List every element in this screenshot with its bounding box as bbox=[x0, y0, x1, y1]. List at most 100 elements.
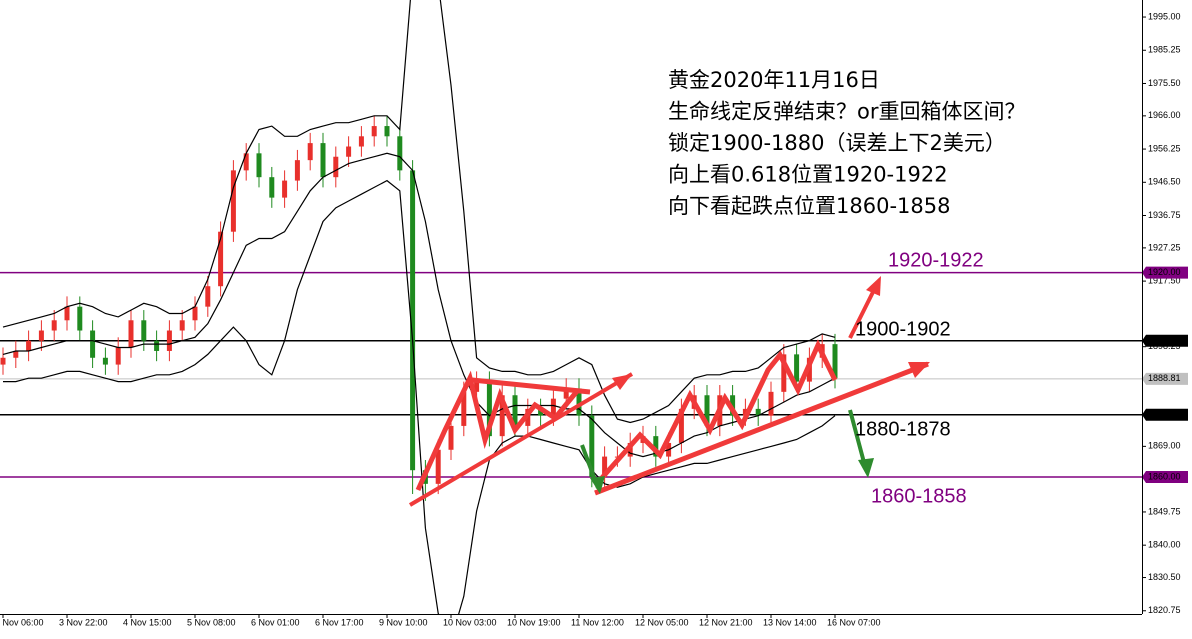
y-tick-label: 1985.25 bbox=[1148, 45, 1181, 55]
candle-body bbox=[205, 286, 211, 307]
candle-body bbox=[179, 320, 185, 331]
candle-body bbox=[486, 381, 492, 437]
x-tick-label: 13 Nov 14:00 bbox=[763, 617, 817, 627]
zigzag bbox=[471, 377, 591, 395]
candle-body bbox=[499, 395, 505, 437]
candle-body bbox=[320, 143, 326, 178]
y-tick-label: 1820.75 bbox=[1148, 605, 1181, 615]
range-label: 1900-1902 bbox=[855, 318, 951, 340]
y-tick-label: 1830.50 bbox=[1148, 572, 1181, 582]
level-tag bbox=[1142, 372, 1188, 385]
candle-body bbox=[64, 306, 70, 321]
y-tick-label: 1840.00 bbox=[1148, 540, 1181, 550]
y-tick-label: 1936.75 bbox=[1148, 210, 1181, 220]
arrow-head bbox=[908, 362, 930, 378]
y-tick-label: 1849.75 bbox=[1148, 506, 1181, 516]
candle-body bbox=[653, 436, 659, 457]
y-tick-label: 1869.00 bbox=[1148, 441, 1181, 451]
level-label: 1920.00 bbox=[1148, 267, 1181, 277]
annotation-line: 锁定1900-1880（误差上下2美元） bbox=[668, 131, 1006, 155]
bollinger-band bbox=[2, 152, 836, 458]
arrow-head bbox=[858, 458, 874, 478]
y-tick-label: 1927.25 bbox=[1148, 242, 1181, 252]
level-label: 1900.00 bbox=[1148, 335, 1181, 345]
candle-body bbox=[0, 357, 6, 365]
candle-body bbox=[218, 231, 224, 287]
annotation-line: 向上看0.618位置1920-1922 bbox=[668, 163, 948, 187]
x-tick-label: 12 Nov 05:00 bbox=[635, 617, 689, 627]
candle-body bbox=[435, 449, 441, 484]
candle-body bbox=[102, 357, 108, 365]
candle-body bbox=[269, 177, 275, 198]
x-tick-label: 12 Nov 21:00 bbox=[699, 617, 753, 627]
y-tick-label: 1966.00 bbox=[1148, 110, 1181, 120]
candle-body bbox=[768, 391, 774, 416]
plot-area bbox=[0, 0, 1142, 614]
y-tick-label: 1975.50 bbox=[1148, 78, 1181, 88]
candle-body bbox=[77, 306, 83, 331]
candle-body bbox=[256, 153, 262, 178]
candle-body bbox=[794, 354, 800, 382]
range-label: 1860-1858 bbox=[871, 485, 967, 507]
y-tick-label: 1917.50 bbox=[1148, 275, 1181, 285]
level-tag bbox=[1142, 266, 1188, 279]
candle-body bbox=[448, 425, 454, 450]
x-tick-label: 3 Nov 22:00 bbox=[59, 617, 108, 627]
zigzag bbox=[415, 370, 580, 492]
candle-body bbox=[128, 320, 134, 348]
candle-body bbox=[755, 408, 761, 416]
candle-body bbox=[832, 344, 838, 379]
y-tick-label: 1995.00 bbox=[1148, 11, 1181, 21]
candle-body bbox=[282, 180, 288, 198]
level-label: 1860.00 bbox=[1148, 471, 1181, 481]
candle-body bbox=[38, 330, 44, 341]
candle-body bbox=[371, 126, 377, 137]
candle-body bbox=[115, 347, 121, 365]
zigzag bbox=[598, 339, 838, 482]
drawn-arrows bbox=[408, 276, 930, 507]
annotation-line: 黄金2020年11月16日 bbox=[668, 68, 880, 92]
candle-body bbox=[243, 153, 249, 171]
candle-body bbox=[51, 320, 57, 331]
candle-body bbox=[166, 330, 172, 351]
bollinger-band bbox=[3, 179, 836, 614]
candle-body bbox=[538, 408, 544, 416]
level-tag bbox=[1142, 471, 1188, 484]
x-tick-label: 6 Nov 01:00 bbox=[251, 617, 300, 627]
candle-body bbox=[781, 354, 787, 392]
level-label: 1888.81 bbox=[1148, 373, 1181, 383]
trend-arrow bbox=[408, 372, 634, 507]
trend-arrow bbox=[594, 361, 929, 496]
candle-body bbox=[141, 320, 147, 341]
x-tick-label: 9 Nov 10:00 bbox=[379, 617, 428, 627]
candle-body bbox=[563, 388, 569, 399]
candle-body bbox=[154, 340, 160, 351]
candle-body bbox=[512, 395, 518, 426]
candle-body bbox=[589, 415, 595, 478]
candle-body bbox=[704, 395, 710, 426]
candle-body bbox=[230, 170, 236, 232]
range-label: 1880-1878 bbox=[855, 418, 951, 440]
candle-body bbox=[333, 156, 339, 178]
x-tick-label: 11 Nov 12:00 bbox=[571, 617, 624, 627]
range-label: 1920-1922 bbox=[888, 249, 984, 271]
level-tag bbox=[1142, 408, 1188, 421]
annotation-line: 向下看起跌点位置1860-1858 bbox=[668, 194, 950, 218]
candle-body bbox=[192, 306, 198, 321]
candle-body bbox=[576, 388, 582, 416]
arrow-head bbox=[866, 276, 881, 296]
bollinger-band bbox=[2, 0, 836, 424]
candle-body bbox=[550, 398, 556, 416]
arrow-head bbox=[590, 476, 605, 494]
x-tick-label: 10 Nov 19:00 bbox=[507, 617, 561, 627]
candle-body bbox=[384, 126, 390, 137]
candle-body bbox=[90, 330, 96, 358]
candle-body bbox=[294, 160, 300, 181]
x-tick-label: 4 Nov 15:00 bbox=[123, 617, 172, 627]
candle-body bbox=[13, 350, 19, 358]
x-tick-label: 10 Nov 03:00 bbox=[443, 617, 497, 627]
candle-body bbox=[346, 146, 352, 157]
candle-body bbox=[474, 381, 480, 392]
